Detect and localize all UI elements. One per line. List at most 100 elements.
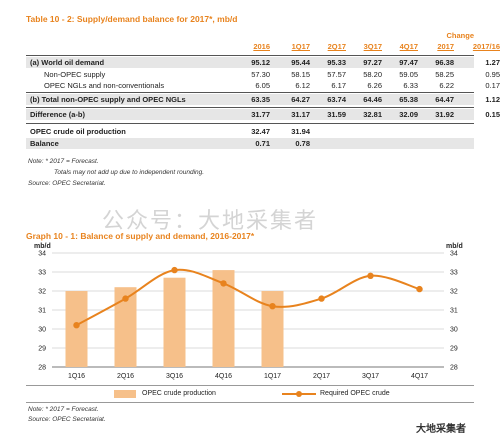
- divider: [26, 123, 474, 124]
- table-row: OPEC crude oil production 32.47 31.94: [26, 126, 474, 137]
- y-tick-label-right: 31: [450, 308, 458, 315]
- y-axis-right-label: mb/d: [446, 243, 463, 250]
- chart-note: Note: * 2017 = Forecast.: [28, 406, 99, 413]
- chart-ticks: 28 28 29 29 30 30 31 31 32 32 33 33 34 34 1Q16 2Q16 3Q16…: [38, 251, 458, 381]
- legend-bar-swatch: [114, 390, 136, 398]
- table-cell: 6.26: [367, 81, 382, 90]
- table-cell: 31.92: [435, 110, 454, 119]
- table-row: (a) World oil demand 95.12 95.44 95.33 97.27…: [26, 57, 500, 68]
- y-tick-label-left: 34: [38, 251, 46, 258]
- table-cell: 95.44: [291, 58, 310, 67]
- chart-legend: OPEC crude production Required OPEC crud…: [26, 385, 474, 403]
- table-cell: 31.59: [327, 110, 346, 119]
- table-cell: 58.25: [435, 70, 454, 79]
- y-tick-label-left: 31: [38, 308, 46, 315]
- table-cell: 6.12: [295, 81, 310, 90]
- table-cell: 65.38: [399, 95, 418, 104]
- chart: mb/d mb/d 28 28 29 29 30 30 31 31 32 32 33 33 34 34 1Q…: [34, 243, 463, 381]
- row-label: OPEC crude oil production: [30, 127, 126, 136]
- y-tick-label-left: 33: [38, 270, 46, 277]
- y-tick-label-right: 33: [450, 270, 458, 277]
- table-note: Note: * 2017 = Forecast.: [28, 158, 99, 165]
- x-tick-label: 4Q16: [215, 373, 232, 380]
- table-cell: 0.95: [485, 70, 500, 79]
- table-cell: 0.17: [485, 81, 500, 90]
- chart-title: Graph 10 - 1: Balance of supply and dema…: [26, 231, 255, 241]
- table-cell: 63.35: [251, 95, 270, 104]
- table-cell: 64.46: [363, 95, 382, 104]
- y-tick-label-right: 28: [450, 365, 458, 372]
- table-cell: 32.47: [251, 127, 270, 136]
- line-point: [367, 272, 374, 279]
- line-series: [73, 266, 423, 329]
- table-cell: 96.38: [435, 58, 454, 67]
- table-cell: 31.77: [251, 110, 270, 119]
- table-cell: 0.78: [295, 139, 310, 148]
- y-tick-label-left: 28: [38, 365, 46, 372]
- line-point: [73, 322, 80, 329]
- y-axis-left-label: mb/d: [34, 243, 51, 250]
- bar: [163, 277, 186, 367]
- x-tick-label: 4Q17: [411, 373, 428, 380]
- col-header: 1Q17: [291, 42, 310, 51]
- table-cell: 6.05: [255, 81, 270, 90]
- table-note: Totals may not add up due to independent…: [54, 169, 205, 176]
- table-title: Table 10 - 2: Supply/demand balance for …: [26, 14, 238, 24]
- x-tick-label: 2Q17: [313, 373, 330, 380]
- col-header: 2017/16: [472, 42, 500, 51]
- bar: [114, 287, 137, 367]
- table-row: Difference (a-b) 31.77 31.17 31.59 32.81 32.0…: [26, 109, 500, 120]
- table-cell: 97.47: [399, 58, 418, 67]
- table-cell: 32.81: [363, 110, 382, 119]
- col-header: 2017: [437, 42, 454, 51]
- table-cell: 58.20: [363, 70, 382, 79]
- col-header: 3Q17: [363, 42, 382, 51]
- line-point: [416, 285, 423, 293]
- y-tick-label-right: 34: [450, 251, 458, 258]
- y-tick-label-right: 29: [450, 346, 458, 353]
- table-cell: 6.22: [439, 81, 454, 90]
- series-line: [76, 268, 420, 327]
- table-cell: 6.17: [331, 81, 346, 90]
- divider: [26, 107, 474, 108]
- x-tick-label: 2Q16: [117, 373, 134, 380]
- bar: [65, 291, 88, 367]
- table-cell: 0.15: [485, 110, 500, 119]
- chart-source: Source: OPEC Secretariat.: [28, 416, 106, 423]
- y-tick-label-left: 29: [38, 346, 46, 353]
- table-cell: 32.09: [399, 110, 418, 119]
- table-cell: 0.71: [255, 139, 270, 148]
- chart-grid: [52, 252, 444, 368]
- row-label: Balance: [30, 139, 59, 148]
- table-row: (b) Total non-OPEC supply and OPEC NGLs 6…: [26, 94, 500, 105]
- col-header: 2Q17: [327, 42, 346, 51]
- col-header: 2016: [253, 42, 270, 51]
- bar: [261, 291, 284, 367]
- table-cell: 64.27: [291, 95, 310, 104]
- row-label: OPEC NGLs and non-conventionals: [44, 81, 165, 90]
- row-label: Difference (a-b): [30, 110, 86, 119]
- table-cell: 57.30: [251, 70, 270, 79]
- divider: [26, 92, 474, 93]
- logo-text: 大地采集者: [416, 424, 466, 435]
- table-cell: 31.94: [291, 127, 310, 136]
- table-cell: 95.33: [327, 58, 346, 67]
- watermark: 公众号：大地采集者: [102, 209, 319, 234]
- y-tick-label-right: 32: [450, 289, 458, 296]
- bar: [212, 270, 235, 367]
- y-tick-label-left: 30: [38, 327, 46, 334]
- line-point: [171, 266, 178, 274]
- legend-label: Required OPEC crude: [320, 390, 390, 397]
- table-cell: 31.17: [291, 110, 310, 119]
- table-cell: 58.15: [291, 70, 310, 79]
- col-header: 4Q17: [399, 42, 418, 51]
- legend-line-swatch: [282, 391, 316, 397]
- x-tick-label: 3Q16: [166, 373, 183, 380]
- table-row: Non-OPEC supply 57.30 58.15 57.57 58.20 59.05…: [26, 69, 500, 80]
- x-tick-label: 1Q16: [68, 373, 85, 380]
- y-tick-label-left: 32: [38, 289, 46, 296]
- table-cell: 63.74: [327, 95, 346, 104]
- table-cell: 59.05: [399, 70, 418, 79]
- legend-label: OPEC crude production: [142, 390, 216, 397]
- line-point: [220, 280, 227, 287]
